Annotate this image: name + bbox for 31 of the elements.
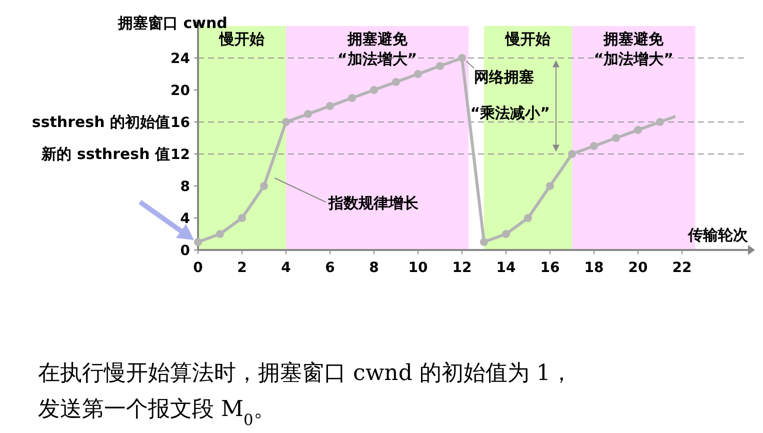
text: 在执行慢开始算法时，拥塞窗口 cwnd 的初始值为 1， <box>38 361 572 386</box>
band-label: 慢开始 <box>504 30 552 48</box>
x-tick-label: 12 <box>452 260 472 276</box>
x-tick-label: 20 <box>628 260 648 276</box>
x-tick-label: 22 <box>672 260 692 276</box>
x-tick-label: 2 <box>237 260 247 276</box>
y-tick-label: 8 <box>180 179 190 195</box>
band-label: 慢开始 <box>218 30 266 48</box>
x-tick-label: 16 <box>540 260 560 276</box>
x-tick-label: 8 <box>369 260 379 276</box>
y-tick-label: 0 <box>180 243 190 259</box>
x-tick-label: 18 <box>584 260 604 276</box>
x-axis-title: 传输轮次 <box>687 226 749 244</box>
ref-line-label: ssthresh 的初始值 <box>32 113 170 131</box>
ref-line-label: 新的 ssthresh 值 <box>40 145 170 163</box>
annotation: 网络拥塞 <box>474 68 534 86</box>
band-label: 拥塞避免 “加法增大” <box>594 30 674 68</box>
x-tick-label: 6 <box>325 260 335 276</box>
annotation: “乘法减小” <box>470 104 550 122</box>
y-axis-title: 拥塞窗口 cwnd <box>117 14 228 32</box>
y-tick-label: 12 <box>170 147 190 163</box>
y-tick-label: 16 <box>170 115 190 131</box>
x-tick-label: 0 <box>193 260 204 276</box>
y-tick-label: 24 <box>170 51 190 67</box>
x-tick-label: 14 <box>496 260 516 276</box>
y-tick-label: 4 <box>180 211 190 227</box>
x-tick-label: 10 <box>408 260 428 276</box>
x-tick-label: 4 <box>281 260 292 276</box>
annotation: 指数规律增长 <box>328 194 420 212</box>
text: 发送第一个报文段 M$_{0}$。 <box>38 397 276 429</box>
y-tick-label: 20 <box>170 83 190 99</box>
